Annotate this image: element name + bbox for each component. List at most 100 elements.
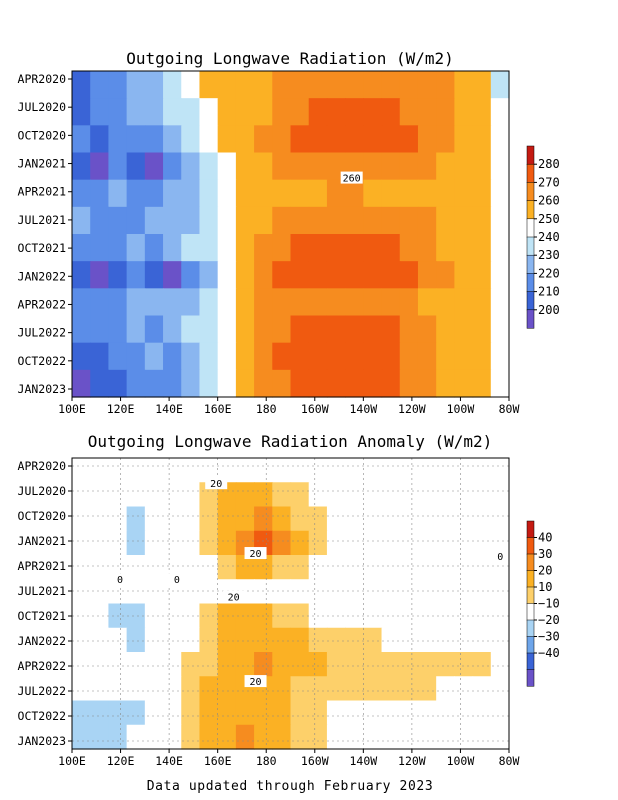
heatmap-cell — [345, 652, 364, 677]
heatmap-cell — [363, 652, 383, 677]
heatmap-cell — [308, 579, 328, 605]
heatmap-cell — [217, 652, 237, 677]
heatmap-cell — [490, 152, 510, 181]
olr-anomaly-panel: Outgoing Longwave Radiation Anomaly (W/m… — [18, 432, 560, 768]
heatmap-cell — [472, 125, 492, 154]
heatmap-cell — [308, 234, 328, 262]
heatmap-cell — [363, 482, 383, 508]
heatmap-cell — [272, 261, 292, 289]
heatmap-cell — [381, 652, 401, 677]
heatmap-cell — [345, 676, 364, 702]
contour-label-bg — [244, 547, 267, 560]
olr-anomaly-contour-labels: 20 20 20 20 0 0 0 — [109, 477, 512, 688]
heatmap-cell — [272, 724, 292, 750]
contour-label-bg — [165, 573, 188, 586]
heatmap-cell — [272, 555, 292, 580]
heatmap-cell — [72, 627, 91, 653]
heatmap-cell — [108, 724, 128, 750]
olr-chart-title: Outgoing Longwave Radiation (W/m2) — [126, 49, 454, 68]
heatmap-cell — [126, 458, 146, 483]
heatmap-cell — [254, 342, 273, 371]
heatmap-cell — [272, 530, 292, 556]
heatmap-cell — [436, 627, 455, 653]
heatmap-cell — [290, 676, 310, 702]
heatmap-cell — [272, 152, 292, 181]
heatmap-cell — [308, 369, 328, 398]
colorbar-swatch — [526, 218, 535, 238]
heatmap-cell — [417, 530, 437, 556]
heatmap-cell — [90, 555, 110, 580]
olr-heatmap — [72, 71, 510, 398]
y-tick-label: JUL2020 — [18, 100, 67, 114]
heatmap-cell — [454, 152, 474, 181]
heatmap-cell — [126, 530, 146, 556]
heatmap-cell — [72, 555, 91, 580]
heatmap-cell — [345, 71, 364, 99]
heatmap-cell — [490, 125, 510, 154]
heatmap-cell — [217, 627, 237, 653]
heatmap-cell — [254, 261, 273, 289]
heatmap-cell — [436, 482, 455, 508]
heatmap-cell — [217, 206, 237, 235]
heatmap-cell — [90, 724, 110, 750]
heatmap-cell — [272, 315, 292, 344]
heatmap-cell — [381, 555, 401, 580]
heatmap-cell — [72, 458, 91, 483]
heatmap-cell — [163, 125, 182, 154]
heatmap-cell — [490, 506, 510, 532]
heatmap-cell — [235, 342, 255, 371]
colorbar-label: −20 — [538, 613, 560, 627]
heatmap-cell — [126, 579, 146, 605]
heatmap-cell — [126, 98, 146, 126]
y-tick-label: APR2022 — [18, 297, 66, 311]
heatmap-cell — [381, 98, 401, 126]
heatmap-cell — [436, 579, 455, 605]
heatmap-cell — [108, 506, 128, 532]
contour-label: 20 — [228, 593, 240, 604]
heatmap-cell — [254, 98, 273, 126]
heatmap-cell — [363, 179, 383, 208]
heatmap-cell — [144, 288, 164, 317]
heatmap-cell — [199, 652, 219, 677]
heatmap-cell — [490, 458, 510, 483]
colorbar-label: 40 — [538, 531, 552, 545]
heatmap-cell — [472, 71, 492, 99]
heatmap-cell — [235, 724, 255, 750]
heatmap-cell — [454, 98, 474, 126]
heatmap-cell — [345, 506, 364, 532]
heatmap-cell — [308, 676, 328, 702]
heatmap-cell — [326, 342, 346, 371]
x-tick-label: 100W — [447, 402, 475, 416]
heatmap-cell — [417, 482, 437, 508]
heatmap-cell — [399, 506, 419, 532]
heatmap-cell — [472, 315, 492, 344]
heatmap-cell — [72, 724, 91, 750]
olr-panel: Outgoing Longwave Radiation (W/m2) 260 A… — [18, 49, 560, 416]
heatmap-cell — [490, 482, 510, 508]
heatmap-cell — [144, 98, 164, 126]
contour-label: 20 — [210, 479, 222, 490]
y-tick-label: APR2020 — [18, 459, 67, 473]
heatmap-cell — [363, 152, 383, 181]
heatmap-cell — [144, 700, 164, 726]
colorbar-label: 210 — [538, 285, 560, 299]
heatmap-cell — [490, 234, 510, 262]
heatmap-cell — [454, 579, 474, 605]
heatmap-cell — [72, 98, 91, 126]
y-tick-label: JUL2021 — [18, 213, 67, 227]
heatmap-cell — [454, 71, 474, 99]
heatmap-cell — [381, 342, 401, 371]
heatmap-cell — [363, 724, 383, 750]
heatmap-cell — [345, 234, 364, 262]
heatmap-cell — [308, 71, 328, 99]
y-tick-label: APR2020 — [18, 72, 67, 86]
heatmap-cell — [399, 724, 419, 750]
heatmap-cell — [436, 724, 455, 750]
colorbar-swatch — [526, 537, 535, 555]
colorbar-swatch — [526, 570, 535, 588]
heatmap-cell — [363, 676, 383, 702]
x-tick-label: 100E — [58, 402, 86, 416]
heatmap-cell — [272, 603, 292, 629]
heatmap-cell — [126, 724, 146, 750]
